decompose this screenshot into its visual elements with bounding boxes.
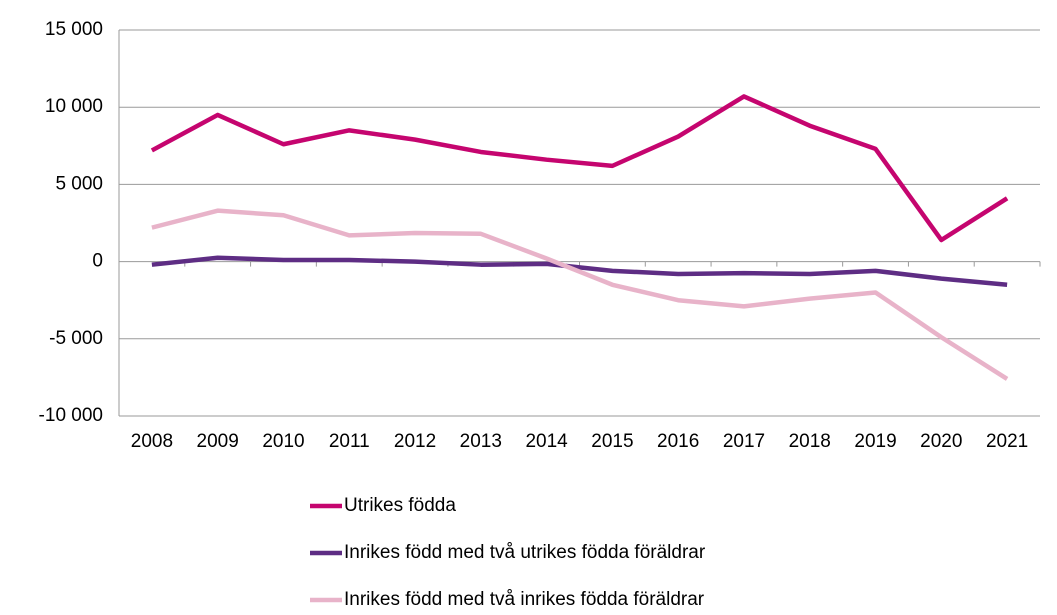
legend-label: Inrikes född med två utrikes födda föräl… (344, 542, 706, 563)
x-tick-label: 2018 (789, 431, 831, 452)
y-tick-label: -10 000 (39, 405, 103, 426)
legend-label: Utrikes födda (344, 495, 456, 516)
x-tick-label: 2011 (329, 431, 370, 452)
x-tick-label: 2013 (460, 431, 502, 452)
y-tick-label: 15 000 (45, 19, 103, 40)
x-tick-label: 2019 (854, 431, 896, 452)
data-line (151, 208, 1009, 381)
y-tick-label: 0 (92, 251, 103, 272)
x-tick-label: 2012 (394, 431, 436, 452)
x-tick-label: 2009 (197, 431, 239, 452)
x-tick-label: 2015 (591, 431, 633, 452)
y-tick-label: 10 000 (45, 96, 103, 117)
x-tick-label: 2021 (986, 431, 1028, 452)
x-tick-label: 2020 (920, 431, 962, 452)
data-line (151, 255, 1008, 288)
x-tick-label: 2014 (525, 431, 568, 452)
legend-label: Inrikes född med två inrikes födda föräl… (344, 589, 705, 610)
x-tick-label: 2016 (657, 431, 699, 452)
x-tick-label: 2017 (723, 431, 765, 452)
y-tick-label: 5 000 (55, 173, 103, 194)
data-line (150, 94, 1009, 243)
y-tick-label: -5 000 (49, 328, 103, 349)
x-tick-label: 2010 (262, 431, 304, 452)
x-tick-label: 2008 (131, 431, 173, 452)
